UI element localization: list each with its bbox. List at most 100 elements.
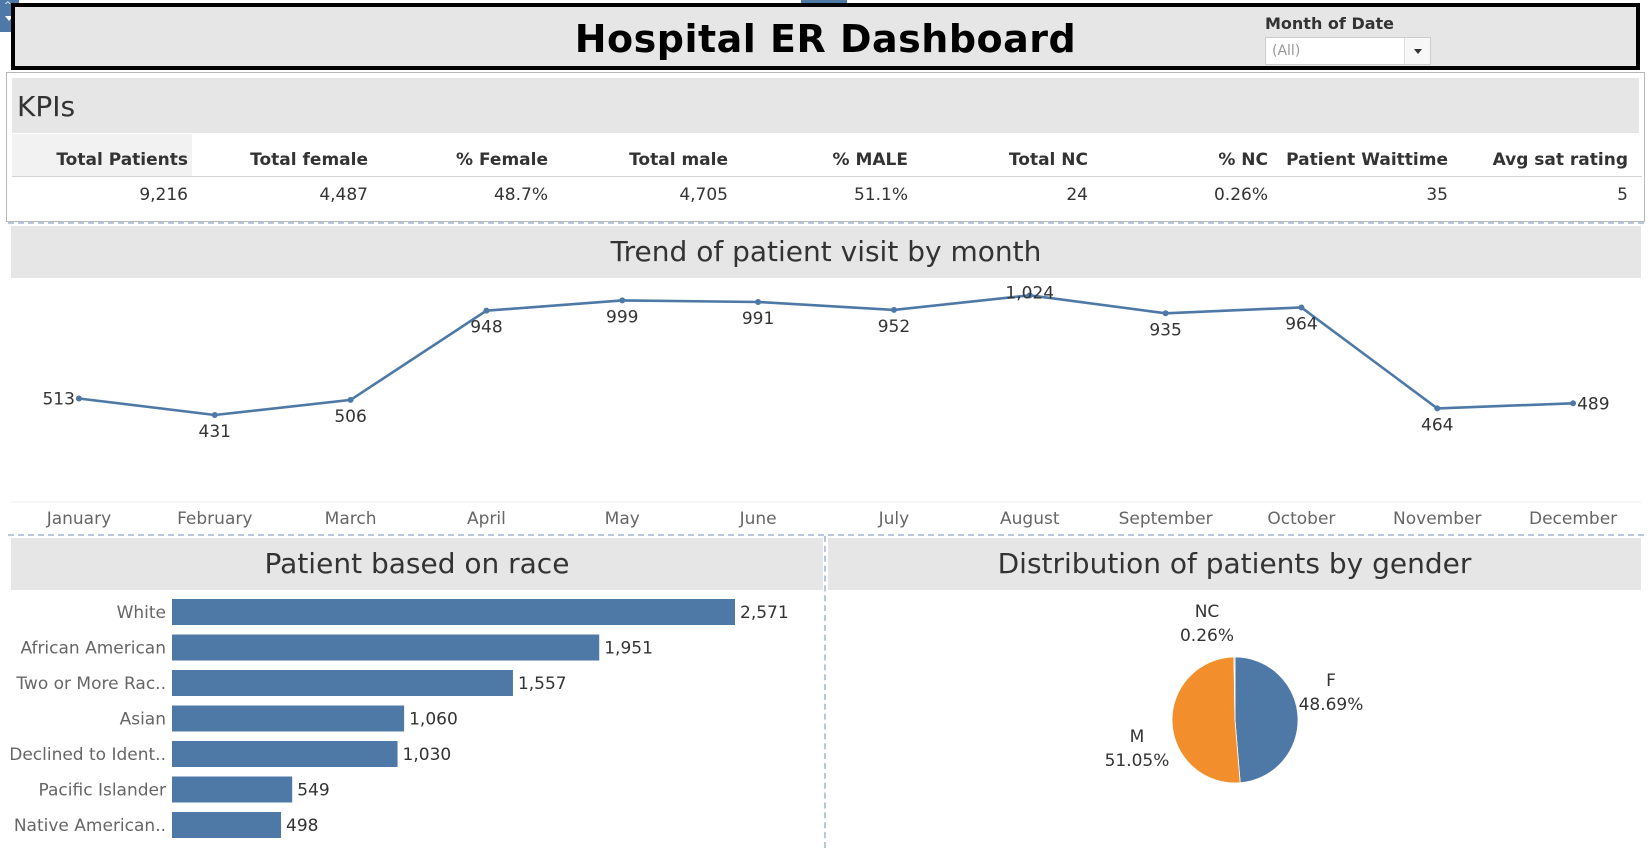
bar xyxy=(172,670,513,696)
data-label: 506 xyxy=(334,407,366,427)
section-divider xyxy=(8,534,1644,536)
x-tick-label: June xyxy=(739,509,777,529)
data-point xyxy=(755,298,762,305)
kpi-avg-sat-rating[interactable]: Avg sat rating 5 xyxy=(1452,134,1632,218)
kpi-value: 5 xyxy=(1617,185,1628,205)
x-tick-label: September xyxy=(1119,509,1213,529)
kpi-label: Total NC xyxy=(1008,150,1088,170)
race-chart-title: Patient based on race xyxy=(264,547,570,580)
data-point xyxy=(1026,292,1033,299)
data-point xyxy=(75,395,82,402)
gender-title-bar: Distribution of patients by gender xyxy=(828,538,1641,590)
kpi-section-title: KPIs xyxy=(17,90,76,123)
kpi-pct-female[interactable]: % Female 48.7% xyxy=(372,134,552,218)
bar xyxy=(172,634,600,661)
kpi-value: 4,487 xyxy=(319,185,368,205)
kpi-value: 51.1% xyxy=(853,185,908,205)
y-tick-label: Pacific Islander xyxy=(39,781,166,801)
chevron-down-icon xyxy=(5,16,13,21)
data-point xyxy=(1570,400,1577,407)
data-point xyxy=(1298,304,1305,311)
x-tick-label: March xyxy=(325,509,377,529)
kpi-value: 4,705 xyxy=(679,185,728,205)
kpi-title-bar: KPIs xyxy=(12,78,1639,133)
data-point xyxy=(890,306,897,313)
data-label: 549 xyxy=(297,781,329,801)
kpi-label: Total female xyxy=(250,150,368,170)
kpi-divider xyxy=(12,176,1642,177)
panel-divider xyxy=(824,536,826,848)
data-point xyxy=(483,307,490,314)
gender-pie-chart: F 48.69% M 51.05% NC 0.26% xyxy=(1105,602,1364,784)
data-point xyxy=(347,396,354,403)
month-filter-label: Month of Date xyxy=(1265,14,1395,33)
kpi-pct-male[interactable]: % MALE 51.1% xyxy=(732,134,912,218)
x-tick-label: July xyxy=(878,509,910,529)
chevron-up-icon: ^ xyxy=(4,1,12,11)
data-label: 1,951 xyxy=(604,639,653,659)
data-label: 464 xyxy=(1421,415,1453,435)
data-point xyxy=(211,412,218,419)
month-filter-select[interactable]: (All) xyxy=(1265,37,1431,65)
slice-name-label: F xyxy=(1326,671,1336,691)
trend-line xyxy=(78,293,1574,417)
trend-title-bar: Trend of patient visit by month xyxy=(11,226,1641,278)
bar xyxy=(172,599,735,625)
kpi-total-nc[interactable]: Total NC 24 xyxy=(912,134,1092,218)
pie-slice xyxy=(1171,656,1241,784)
kpi-pct-nc[interactable]: % NC 0.26% xyxy=(1092,134,1272,218)
trend-chart-title: Trend of patient visit by month xyxy=(610,235,1042,268)
y-tick-label: Asian xyxy=(120,710,166,730)
section-divider xyxy=(8,222,1644,224)
kpi-label: Patient Waittime xyxy=(1286,150,1448,170)
data-label: 1,024 xyxy=(1005,283,1054,303)
trend-line-chart: 513 431 506 948 999 991 952 1,024 935 964 464 489 Ja… xyxy=(11,283,1641,529)
kpi-label: Total male xyxy=(629,150,728,170)
slice-value-label: 48.69% xyxy=(1299,695,1364,715)
kpi-header-highlight xyxy=(12,134,192,176)
kpi-value: 9,216 xyxy=(139,185,188,205)
data-label: 1,030 xyxy=(403,745,452,765)
gender-chart-title: Distribution of patients by gender xyxy=(997,547,1472,580)
x-tick-label: August xyxy=(1000,509,1060,529)
x-tick-label: May xyxy=(605,509,640,529)
data-label: 991 xyxy=(742,309,774,329)
dashboard-header: Hospital ER Dashboard Month of Date (All… xyxy=(11,3,1640,70)
y-tick-label: Two or More Rac.. xyxy=(15,674,166,694)
data-point xyxy=(1434,405,1441,412)
kpi-label: % Female xyxy=(456,150,548,170)
kpi-total-female[interactable]: Total female 4,487 xyxy=(192,134,372,218)
kpi-total-male[interactable]: Total male 4,705 xyxy=(552,134,732,218)
data-label: 1,060 xyxy=(409,710,458,730)
bar xyxy=(172,741,398,767)
dashboard-title: Hospital ER Dashboard xyxy=(574,17,1077,61)
y-tick-label: White xyxy=(117,603,166,623)
dropdown-arrow-icon[interactable] xyxy=(1404,38,1430,64)
kpi-label: Total Patients xyxy=(56,150,188,170)
data-label: 2,571 xyxy=(740,603,789,623)
kpi-section: KPIs Total Patients 9,216 Total female 4… xyxy=(6,72,1645,222)
kpi-total-patients[interactable]: Total Patients 9,216 xyxy=(12,134,192,218)
bar xyxy=(172,776,293,803)
data-label: 935 xyxy=(1149,320,1181,340)
kpi-label: % MALE xyxy=(832,150,908,170)
data-label: 964 xyxy=(1285,314,1317,334)
race-title-bar: Patient based on race xyxy=(11,538,823,590)
data-label: 489 xyxy=(1577,394,1609,414)
data-label: 498 xyxy=(286,816,318,836)
kpi-table: Total Patients 9,216 Total female 4,487 … xyxy=(12,134,1642,218)
slice-name-label: NC xyxy=(1195,602,1220,622)
x-tick-label: February xyxy=(177,509,252,529)
data-label: 1,557 xyxy=(518,674,567,694)
kpi-patient-waittime[interactable]: Patient Waittime 35 xyxy=(1272,134,1452,218)
kpi-value: 35 xyxy=(1426,185,1448,205)
data-label: 948 xyxy=(470,318,502,338)
month-filter: Month of Date (All) xyxy=(1265,14,1435,65)
kpi-value: 48.7% xyxy=(493,185,548,205)
pie-slice xyxy=(1234,656,1299,784)
x-tick-label: October xyxy=(1267,509,1335,529)
x-tick-label: December xyxy=(1529,509,1617,529)
x-tick-label: April xyxy=(467,509,506,529)
y-tick-label: Declined to Ident.. xyxy=(11,745,166,765)
race-bar-chart: White 2,571 African American 1,951 Two or Mo… xyxy=(11,599,789,838)
